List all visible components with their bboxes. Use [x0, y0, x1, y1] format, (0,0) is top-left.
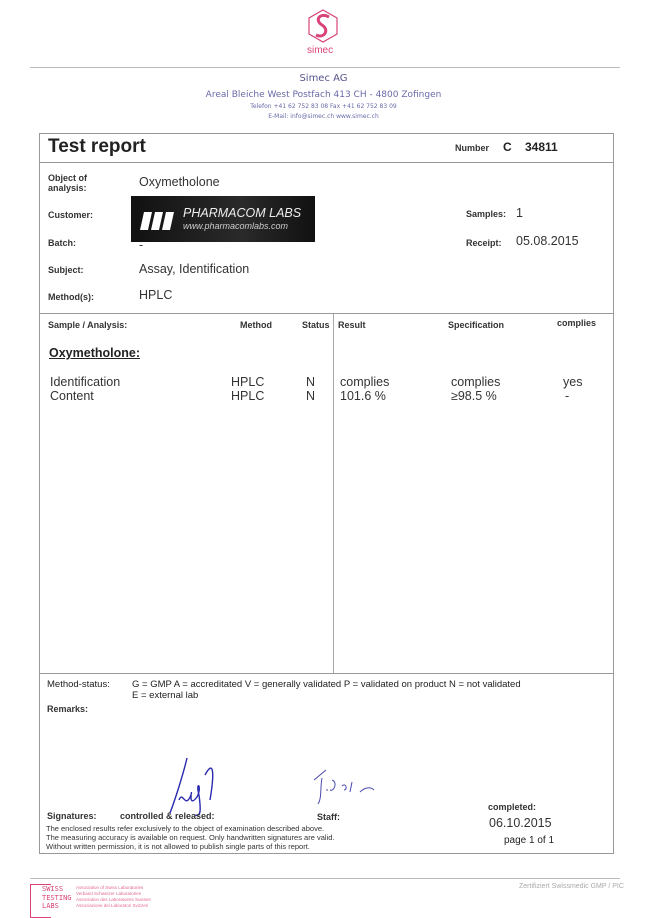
disclaimer-line: Without written permission, it is not al…	[46, 842, 310, 851]
controlled-released-label: controlled & released:	[120, 811, 215, 821]
row-spec: ≥98.5 %	[451, 389, 497, 403]
object-value: Oxymetholone	[139, 175, 220, 189]
subject-label: Subject:	[48, 265, 84, 275]
methods-value: HPLC	[139, 288, 173, 302]
object-label: Object of analysis:	[48, 173, 88, 193]
staff-label: Staff:	[317, 812, 340, 822]
customer-label: Customer:	[48, 210, 94, 220]
stl-logo-word: SWISS	[42, 885, 64, 893]
method-status-legend: G = GMP A = accreditated V = generally v…	[132, 679, 521, 690]
col-header-complies: complies	[557, 318, 597, 328]
row-spec: complies	[451, 375, 501, 389]
table-bottom-divider	[40, 673, 613, 674]
method-status-legend-2: E = external lab	[132, 690, 199, 701]
row-method: HPLC	[231, 389, 265, 403]
methods-label: Method(s):	[48, 292, 94, 302]
col-header-specification: Specification	[448, 320, 505, 330]
row-result: complies	[340, 375, 390, 389]
row-complies: -	[565, 389, 570, 403]
receipt-label: Receipt:	[466, 238, 502, 248]
row-status: N	[306, 375, 316, 389]
simec-logo-icon	[308, 9, 338, 43]
disclaimer-line: The measuring accuracy is available on r…	[46, 833, 335, 842]
subject-value: Assay, Identification	[139, 262, 250, 276]
report-number: 34811	[525, 140, 558, 154]
number-prefix: C	[503, 140, 512, 154]
company-name: Simec AG	[299, 73, 348, 84]
batch-label: Batch:	[48, 238, 77, 248]
batch-value: -	[139, 238, 144, 252]
company-phone: Telefon +41 62 752 83 08 Fax +41 62 752 …	[250, 103, 397, 110]
customer-logo-name: PHARMACOM LABS	[183, 206, 302, 220]
samples-value: 1	[516, 206, 523, 220]
samples-label: Samples:	[466, 209, 507, 219]
letterhead-divider	[30, 67, 620, 68]
stl-logo-word: TESTING	[42, 893, 72, 902]
simec-logo-text: simec	[307, 45, 334, 56]
stl-text-line: Association des Laboratoires Suisses	[76, 897, 151, 902]
row-complies: yes	[563, 375, 583, 389]
row-result: 101.6 %	[340, 389, 386, 403]
header-divider	[40, 162, 613, 163]
row-status: N	[306, 389, 316, 403]
method-status-label: Method-status:	[47, 679, 110, 690]
disclaimer-line: The enclosed results refer exclusively t…	[46, 824, 325, 833]
stl-logo-word: LABS	[42, 902, 59, 910]
row-method: HPLC	[231, 375, 265, 389]
pharmacom-logo-icon	[140, 212, 174, 230]
customer-logo-url: www.pharmacomlabs.com	[183, 221, 289, 231]
stl-text-line: Association of Swiss Laboratories	[76, 885, 144, 890]
report-frame	[39, 133, 614, 854]
row-analysis: Identification	[50, 375, 121, 389]
stl-association-text: Association of Swiss Laboratories Verban…	[76, 885, 151, 909]
customer-logo: PHARMACOM LABS www.pharmacomlabs.com	[131, 196, 315, 242]
col-header-analysis: Sample / Analysis:	[48, 320, 128, 330]
col-header-method: Method	[240, 320, 272, 330]
signatures-label: Signatures:	[47, 811, 97, 821]
section-title: Oxymetholone:	[49, 346, 140, 360]
bottom-divider	[30, 878, 620, 879]
completed-label: completed:	[488, 802, 537, 812]
stl-logo: SWISS TESTING LABS	[42, 885, 72, 911]
page-number: page 1 of 1	[504, 835, 555, 846]
row-analysis: Content	[50, 389, 94, 403]
completed-date: 06.10.2015	[489, 816, 552, 830]
receipt-value: 05.08.2015	[516, 234, 579, 248]
remarks-label: Remarks:	[47, 704, 89, 714]
report-title: Test report	[48, 136, 146, 157]
certification-text: Zertifiziert Swissmedic GMP / PIC	[519, 883, 624, 890]
company-address: Areal Bleiche West Postfach 413 CH - 480…	[205, 90, 442, 100]
number-label: Number	[455, 143, 490, 153]
info-divider	[40, 313, 613, 314]
stl-text-line: Associazione dei Laboratori Svizzeri	[76, 903, 149, 908]
col-header-result: Result	[338, 320, 366, 330]
signature-staff	[313, 769, 375, 805]
column-divider	[333, 314, 334, 673]
signature-controlled	[169, 757, 214, 817]
stl-text-line: Verband Schweizer Laboratorien	[76, 891, 142, 896]
company-email: E-Mail: info@simec.ch www.simec.ch	[268, 113, 379, 120]
col-header-status: Status	[302, 320, 330, 330]
